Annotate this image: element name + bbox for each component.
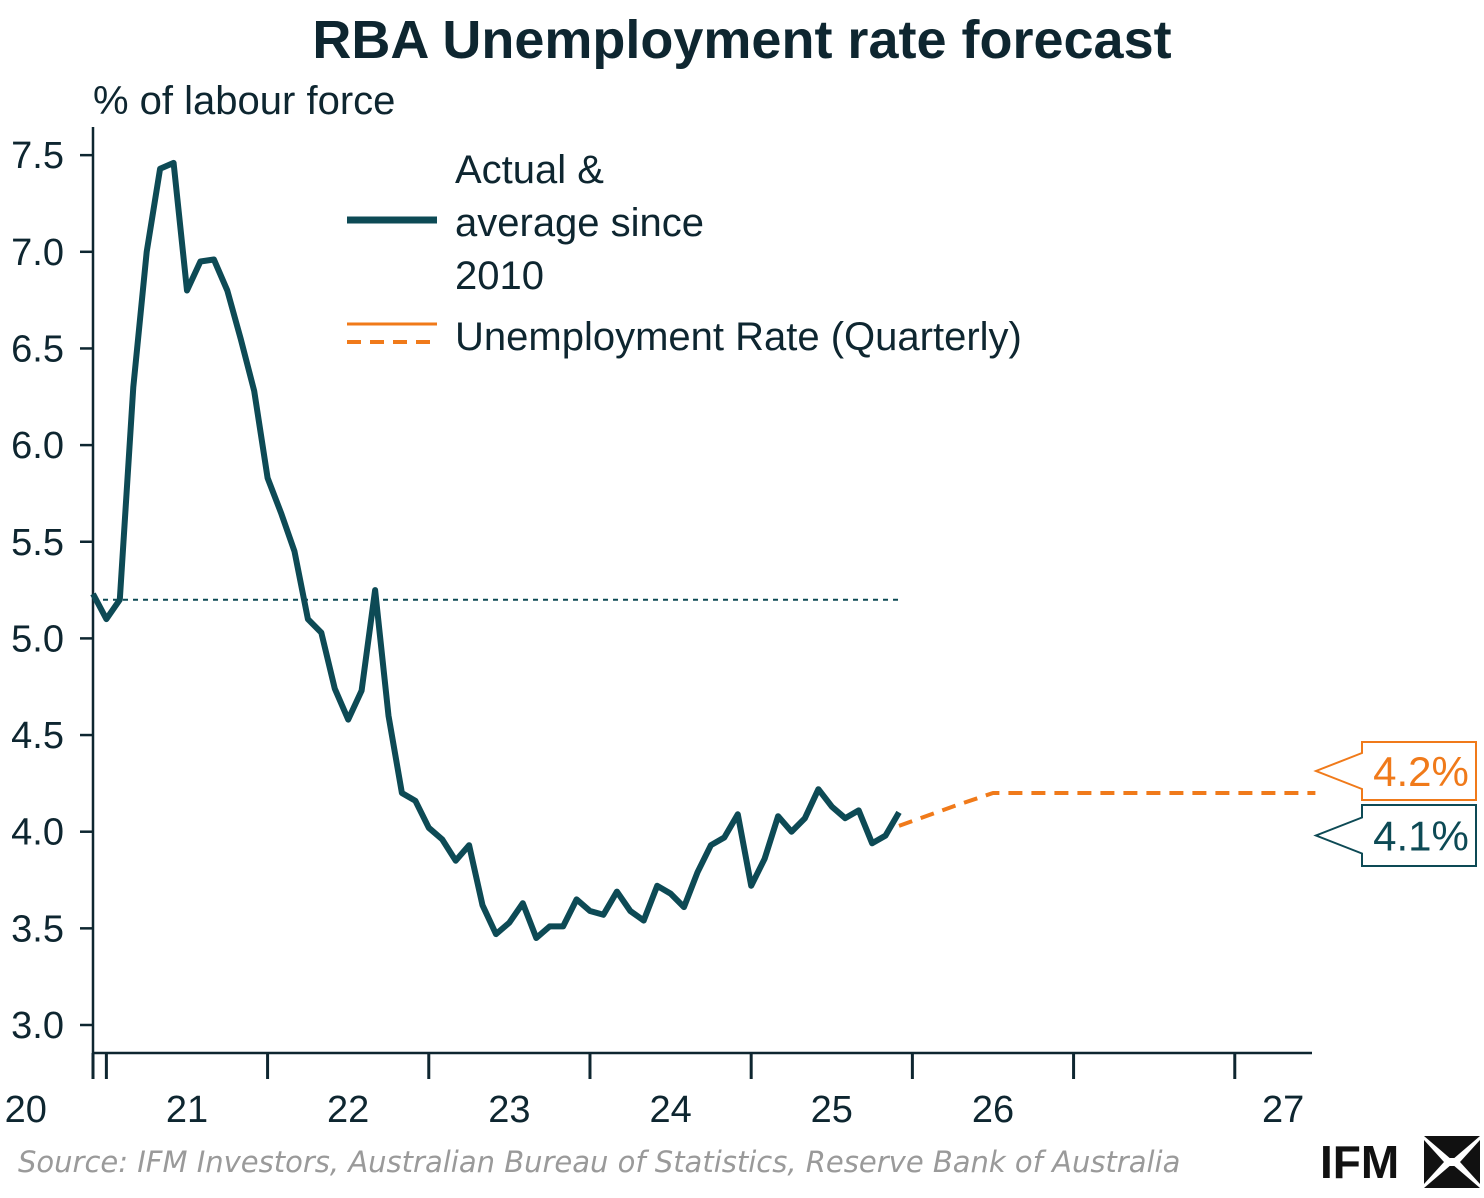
source-note: Source: IFM Investors, Australian Bureau… — [18, 1145, 1180, 1179]
y-tick-label: 6.5 — [11, 328, 64, 370]
callout-actual-label: 4.1% — [1373, 813, 1469, 860]
legend-label-actual-line-1: Actual & — [455, 148, 604, 192]
y-tick-label: 4.5 — [11, 715, 64, 757]
y-tick-label: 7.5 — [11, 135, 64, 177]
x-tick-label: 25 — [811, 1089, 853, 1131]
ifm-logo: IFM — [1320, 1136, 1480, 1188]
y-tick-label: 3.0 — [11, 1005, 64, 1047]
legend: Actual & average since 2010 Unemployment… — [347, 148, 1022, 359]
x-tick-label: 22 — [327, 1089, 369, 1131]
x-tick-label: 26 — [972, 1089, 1014, 1131]
series-line-actual — [90, 159, 902, 941]
series-layer — [90, 159, 1316, 941]
y-tick-label: 7.0 — [11, 232, 64, 274]
y-tick-label: 6.0 — [11, 425, 64, 467]
callout-actual: 4.1% — [1313, 804, 1477, 867]
y-tick-label: 5.0 — [11, 618, 64, 660]
x-tick-label: 21 — [166, 1089, 208, 1131]
series-line-forecast — [898, 791, 1316, 828]
x-tick-label: 27 — [1262, 1089, 1304, 1131]
logo-text: IFM — [1320, 1136, 1399, 1188]
y-axis-label: % of labour force — [93, 79, 395, 123]
legend-label-forecast: Unemployment Rate (Quarterly) — [455, 315, 1022, 359]
logo-mark-icon — [1424, 1136, 1480, 1188]
y-ticks: 3.0 3.5 4.0 4.5 5.0 5.5 6.0 6.5 7.0 7.5 — [11, 135, 93, 1047]
y-tick-label: 4.0 — [11, 812, 64, 854]
callout-forecast-label: 4.2% — [1373, 748, 1469, 795]
x-ticks: 20 21 22 23 24 25 26 27 — [5, 1053, 1304, 1131]
legend-label-actual-line-3: 2010 — [455, 254, 544, 298]
callout-actual-box — [1313, 804, 1477, 867]
y-tick-label: 3.5 — [11, 908, 64, 950]
x-tick-label: 20 — [5, 1089, 47, 1131]
legend-label-actual-line-2: average since — [455, 201, 704, 245]
chart-title: RBA Unemployment rate forecast — [312, 10, 1171, 70]
x-tick-label: 24 — [649, 1089, 691, 1131]
callout-forecast: 4.2% — [1313, 741, 1477, 801]
x-tick-label: 23 — [488, 1089, 530, 1131]
callout-forecast-box — [1313, 741, 1477, 801]
y-tick-label: 5.5 — [11, 522, 64, 564]
